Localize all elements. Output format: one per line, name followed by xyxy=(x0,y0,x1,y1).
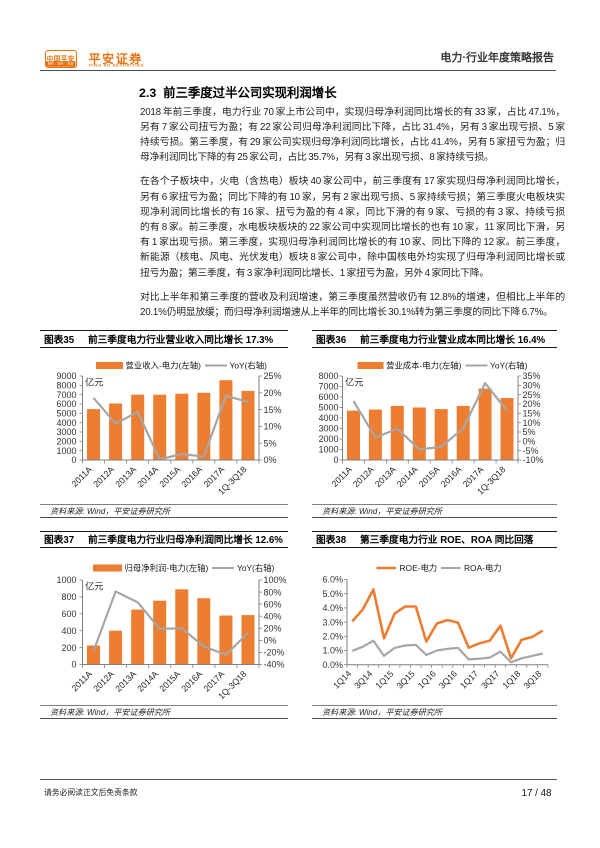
svg-text:800: 800 xyxy=(61,592,76,602)
svg-text:5.0%: 5.0% xyxy=(322,589,343,599)
svg-text:YoY(右轴): YoY(右轴) xyxy=(490,360,528,370)
svg-text:ROA-电力: ROA-电力 xyxy=(464,563,502,573)
svg-text:3000: 3000 xyxy=(56,427,76,437)
svg-text:60%: 60% xyxy=(264,599,282,609)
svg-text:7000: 7000 xyxy=(318,381,338,391)
svg-text:1Q17: 1Q17 xyxy=(458,668,480,690)
svg-text:2.0%: 2.0% xyxy=(322,632,343,642)
svg-text:1000: 1000 xyxy=(56,445,76,455)
svg-text:营业收入-电力(左轴): 营业收入-电力(左轴) xyxy=(126,360,202,370)
svg-text:ROE-电力: ROE-电力 xyxy=(400,563,438,573)
svg-text:2012A: 2012A xyxy=(351,464,376,489)
svg-text:4000: 4000 xyxy=(318,413,338,423)
svg-text:2000: 2000 xyxy=(318,434,338,444)
svg-text:2012A: 2012A xyxy=(91,464,116,489)
svg-text:80%: 80% xyxy=(264,587,282,597)
svg-text:-10%: -10% xyxy=(523,455,544,465)
svg-text:2013A: 2013A xyxy=(113,669,138,694)
svg-text:25%: 25% xyxy=(523,389,541,399)
svg-text:-5%: -5% xyxy=(523,445,539,455)
svg-text:3Q15: 3Q15 xyxy=(395,668,417,690)
svg-text:20%: 20% xyxy=(264,388,282,398)
svg-text:亿元: 亿元 xyxy=(345,376,364,387)
svg-text:35%: 35% xyxy=(523,371,541,381)
svg-text:2014A: 2014A xyxy=(135,669,160,694)
svg-text:YoY(右轴): YoY(右轴) xyxy=(230,360,268,370)
svg-text:10%: 10% xyxy=(523,417,541,427)
svg-text:2011A: 2011A xyxy=(70,669,95,694)
svg-text:YoY(右轴): YoY(右轴) xyxy=(237,563,275,573)
svg-text:7000: 7000 xyxy=(56,389,76,399)
svg-text:1000: 1000 xyxy=(56,575,76,585)
svg-text:2014A: 2014A xyxy=(135,464,160,489)
svg-text:2013A: 2013A xyxy=(113,464,138,489)
svg-text:25%: 25% xyxy=(264,371,282,381)
svg-text:10%: 10% xyxy=(264,421,282,431)
svg-text:1000: 1000 xyxy=(318,444,338,454)
svg-text:5000: 5000 xyxy=(318,402,338,412)
svg-text:1Q16: 1Q16 xyxy=(416,668,438,690)
svg-text:3.0%: 3.0% xyxy=(322,617,343,627)
svg-text:2011A: 2011A xyxy=(70,464,95,489)
svg-text:2013A: 2013A xyxy=(373,464,398,489)
svg-text:6.0%: 6.0% xyxy=(322,575,343,585)
svg-text:1Q14: 1Q14 xyxy=(331,668,353,690)
svg-text:-40%: -40% xyxy=(264,660,285,670)
svg-text:0%: 0% xyxy=(523,436,536,446)
svg-text:营业成本-电力(左轴): 营业成本-电力(左轴) xyxy=(386,360,462,370)
svg-text:5%: 5% xyxy=(264,438,277,448)
svg-text:600: 600 xyxy=(61,609,76,619)
svg-text:40%: 40% xyxy=(264,612,282,622)
svg-text:20%: 20% xyxy=(523,399,541,409)
svg-text:5000: 5000 xyxy=(56,408,76,418)
svg-text:2016A: 2016A xyxy=(439,464,464,489)
svg-text:0.0%: 0.0% xyxy=(322,660,343,670)
svg-text:归母净利润-电力(左轴): 归母净利润-电力(左轴) xyxy=(125,563,209,573)
svg-text:3Q14: 3Q14 xyxy=(352,668,374,690)
svg-text:200: 200 xyxy=(61,643,76,653)
svg-text:5%: 5% xyxy=(523,427,536,437)
svg-text:2014A: 2014A xyxy=(395,464,420,489)
svg-text:1.0%: 1.0% xyxy=(322,646,343,656)
svg-text:2011A: 2011A xyxy=(330,464,355,489)
svg-text:亿元: 亿元 xyxy=(85,581,104,592)
svg-text:1Q18: 1Q18 xyxy=(500,668,522,690)
svg-text:0%: 0% xyxy=(264,636,277,646)
svg-text:0%: 0% xyxy=(264,455,277,465)
svg-text:100%: 100% xyxy=(264,575,287,585)
svg-text:8000: 8000 xyxy=(318,371,338,381)
svg-text:2000: 2000 xyxy=(56,436,76,446)
svg-text:6000: 6000 xyxy=(56,399,76,409)
svg-text:0: 0 xyxy=(71,660,76,670)
svg-text:-20%: -20% xyxy=(264,648,285,658)
svg-text:2016A: 2016A xyxy=(179,669,204,694)
svg-text:3000: 3000 xyxy=(318,423,338,433)
svg-text:1Q15: 1Q15 xyxy=(373,668,395,690)
svg-text:20%: 20% xyxy=(264,624,282,634)
svg-text:3Q18: 3Q18 xyxy=(522,668,544,690)
svg-text:9000: 9000 xyxy=(56,371,76,381)
svg-text:3Q16: 3Q16 xyxy=(437,668,459,690)
svg-text:400: 400 xyxy=(61,626,76,636)
svg-text:2015A: 2015A xyxy=(157,464,182,489)
svg-text:0: 0 xyxy=(71,455,76,465)
svg-text:4000: 4000 xyxy=(56,417,76,427)
svg-text:4.0%: 4.0% xyxy=(322,603,343,613)
svg-text:3Q17: 3Q17 xyxy=(479,668,501,690)
svg-text:亿元: 亿元 xyxy=(85,376,104,387)
svg-text:15%: 15% xyxy=(264,404,282,414)
svg-text:6000: 6000 xyxy=(318,392,338,402)
svg-text:2012A: 2012A xyxy=(91,669,116,694)
svg-text:2015A: 2015A xyxy=(157,669,182,694)
svg-text:15%: 15% xyxy=(523,408,541,418)
svg-text:8000: 8000 xyxy=(56,380,76,390)
svg-text:0: 0 xyxy=(333,455,338,465)
svg-text:2015A: 2015A xyxy=(417,464,442,489)
svg-text:30%: 30% xyxy=(523,380,541,390)
svg-text:2016A: 2016A xyxy=(179,464,204,489)
